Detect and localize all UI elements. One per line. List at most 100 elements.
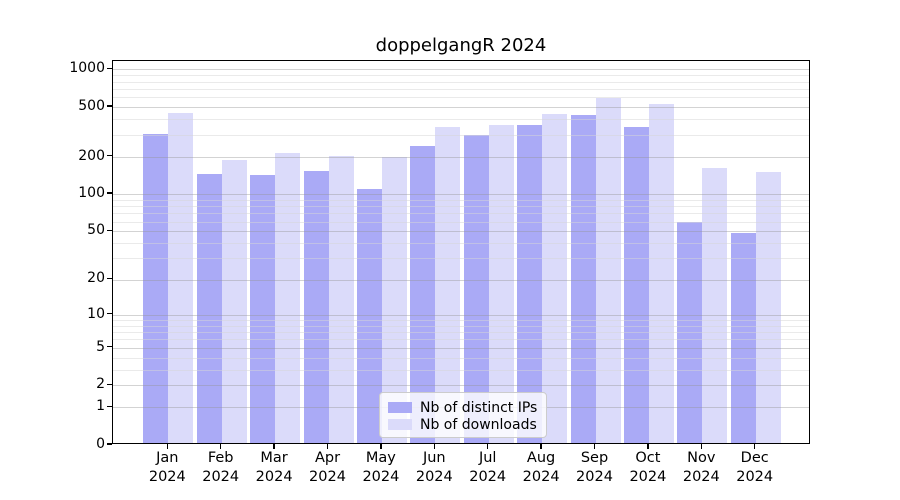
x-tick-year: 2024 xyxy=(576,469,613,485)
gridline-1000 xyxy=(113,69,809,71)
x-tick-year: 2024 xyxy=(629,469,667,485)
gridline-10 xyxy=(113,314,809,316)
x-tick-label-aug: Aug 2024 xyxy=(511,449,571,487)
x-tick-label-feb: Feb 2024 xyxy=(191,449,251,487)
y-tick-mark-500 xyxy=(107,105,112,107)
y-tick-label-500: 500 xyxy=(78,97,105,114)
x-tick-mark-may xyxy=(380,444,382,449)
y-tick-label-100: 100 xyxy=(78,185,105,202)
bar-downloads-oct xyxy=(648,104,674,443)
gridline-90 xyxy=(113,199,809,201)
bar-downloads-feb xyxy=(221,160,247,443)
y-tick-label-0: 0 xyxy=(96,436,105,452)
grid-layer xyxy=(113,61,809,443)
y-tick-label-1000: 1000 xyxy=(69,60,105,77)
x-tick-year: 2024 xyxy=(415,469,453,485)
y-tick-label-10: 10 xyxy=(87,305,105,322)
x-tick-label-apr: Apr 2024 xyxy=(298,449,358,487)
y-tick-mark-5 xyxy=(107,345,112,348)
bar-ips-jan xyxy=(143,134,169,443)
gridline-5 xyxy=(113,347,809,349)
x-tick-mark-sep xyxy=(593,444,596,449)
x-tick-year: 2024 xyxy=(469,469,507,485)
legend: Nb of distinct IPs Nb of downloads xyxy=(379,392,547,438)
bar-ips-may xyxy=(356,188,382,443)
gridline-8 xyxy=(113,325,809,327)
bar-ips-sep xyxy=(570,115,596,443)
y-tick-mark-2 xyxy=(107,383,112,385)
bar-ips-feb xyxy=(196,173,222,443)
gridline-3 xyxy=(113,369,809,371)
legend-item-downloads: Nb of downloads xyxy=(388,416,538,433)
gridline-4 xyxy=(113,357,809,359)
x-tick-label-jun: Jun 2024 xyxy=(404,449,464,487)
x-tick-mark-apr xyxy=(326,444,329,449)
x-tick-label-jul: Jul 2024 xyxy=(458,449,518,487)
y-tick-mark-1000 xyxy=(107,67,112,70)
gridline-900 xyxy=(113,75,809,77)
gridline-6 xyxy=(113,339,809,341)
x-tick-mark-jul xyxy=(487,444,489,449)
bar-ips-aug xyxy=(517,124,543,443)
x-tick-label-jan: Jan 2024 xyxy=(137,449,197,487)
legend-swatch-distinct-ips xyxy=(388,402,412,413)
bar-downloads-aug xyxy=(542,113,568,443)
x-tick-year: 2024 xyxy=(148,469,186,485)
x-tick-mark-mar xyxy=(273,444,275,449)
bar-downloads-jul xyxy=(488,125,514,443)
bars-layer xyxy=(113,61,809,443)
x-tick-label-dec: Dec 2024 xyxy=(725,449,785,487)
gridline-200 xyxy=(113,156,809,158)
y-tick-label-1: 1 xyxy=(96,398,105,415)
bar-ips-jul xyxy=(463,134,489,443)
x-tick-label-may: May 2024 xyxy=(351,449,411,487)
x-tick-mark-oct xyxy=(647,444,649,449)
x-tick-year: 2024 xyxy=(255,469,293,485)
y-tick-label-200: 200 xyxy=(78,147,105,164)
y-tick-mark-200 xyxy=(107,154,112,157)
legend-label-downloads: Nb of downloads xyxy=(420,416,537,433)
chart-title: doppelgangR 2024 xyxy=(375,35,547,56)
gridline-50 xyxy=(113,231,809,233)
gridline-300 xyxy=(113,134,809,136)
bar-ips-apr xyxy=(303,171,329,443)
x-tick-year: 2024 xyxy=(736,469,774,485)
gridline-60 xyxy=(113,221,809,223)
y-tick-mark-10 xyxy=(107,312,112,315)
x-tick-year: 2024 xyxy=(682,469,720,485)
gridline-600 xyxy=(113,97,809,99)
x-tick-year: 2024 xyxy=(309,469,346,485)
gridline-20 xyxy=(113,279,809,281)
y-tick-label-2: 2 xyxy=(96,376,105,393)
bar-ips-mar xyxy=(250,174,276,443)
gridline-700 xyxy=(113,88,809,90)
bar-ips-oct xyxy=(623,126,649,443)
bar-downloads-jun xyxy=(435,126,461,443)
plot-area: Nb of distinct IPs Nb of downloads xyxy=(112,60,810,444)
gridline-80 xyxy=(113,206,809,208)
gridline-800 xyxy=(113,81,809,83)
y-tick-label-20: 20 xyxy=(87,270,105,287)
gridline-2 xyxy=(113,385,809,387)
gridline-7 xyxy=(113,331,809,333)
bar-downloads-jan xyxy=(168,113,194,443)
gridline-30 xyxy=(113,258,809,260)
y-tick-mark-100 xyxy=(107,192,112,194)
x-tick-mark-aug xyxy=(540,444,542,449)
y-tick-mark-0 xyxy=(107,443,112,445)
y-tick-mark-1 xyxy=(107,405,112,407)
x-tick-label-mar: Mar 2024 xyxy=(244,449,304,487)
x-tick-label-oct: Oct 2024 xyxy=(618,449,678,487)
gridline-500 xyxy=(113,107,809,108)
gridline-70 xyxy=(113,213,809,215)
gridline-400 xyxy=(113,119,809,121)
bar-downloads-dec xyxy=(755,172,781,443)
legend-label-distinct-ips: Nb of distinct IPs xyxy=(420,399,538,416)
x-tick-year: 2024 xyxy=(522,469,560,485)
gridline-9 xyxy=(113,319,809,321)
gridline-100 xyxy=(113,194,809,196)
x-tick-mark-jan xyxy=(166,444,168,449)
bar-downloads-mar xyxy=(275,153,301,443)
bar-downloads-apr xyxy=(328,156,354,443)
